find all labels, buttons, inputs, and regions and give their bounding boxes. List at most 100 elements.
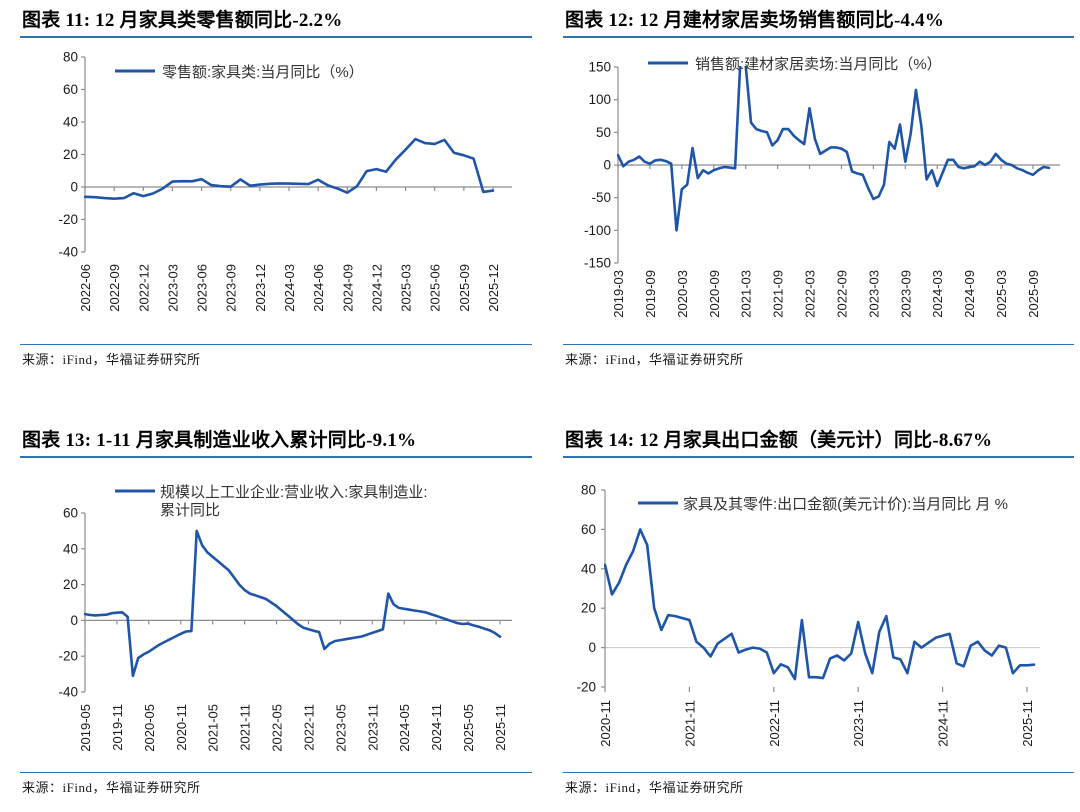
y-tick-label: 50	[596, 125, 611, 140]
y-tick-label: -20	[58, 649, 78, 664]
legend-label: 规模以上工业企业:营业收入:家具制造业:	[160, 483, 428, 501]
x-tick-label: 2021-05	[206, 704, 221, 752]
y-tick-label: -20	[576, 680, 596, 695]
chart-14-source-note: 来源：iFind，华福证券研究所	[563, 772, 1074, 796]
legend-label: 销售额:建材家居卖场:当月同比（%）	[695, 56, 942, 73]
x-tick-label: 2025-09	[1026, 270, 1041, 318]
y-tick-label: -50	[591, 190, 611, 205]
x-tick-label: 2021-09	[771, 270, 786, 318]
x-tick-label: 2019-11	[110, 704, 125, 751]
y-tick-label: 20	[581, 601, 596, 616]
x-tick-label: 2025-03	[399, 264, 414, 312]
x-tick-label: 2019-09	[643, 270, 658, 318]
source-text: 来源：iFind，华福证券研究所	[22, 352, 201, 367]
x-tick-label: 2023-09	[898, 270, 913, 318]
x-tick-label: 2020-11	[174, 704, 189, 751]
x-tick-label: 2024-11	[936, 700, 951, 747]
y-tick-label: 60	[581, 522, 596, 537]
x-tick-label: 2021-11	[682, 700, 697, 747]
x-tick-label: 2022-03	[803, 270, 818, 318]
y-tick-label: 80	[63, 50, 78, 65]
x-tick-label: 2019-03	[611, 270, 626, 318]
source-text: 来源：iFind，华福证券研究所	[565, 780, 744, 795]
legend: 规模以上工业企业:营业收入:家具制造业:累计同比	[115, 483, 428, 519]
x-tick-labels: 2019-05 2019-11 2020-05 2020-11 2021-05 2021-…	[78, 704, 508, 752]
x-tick-label: 2020-03	[675, 270, 690, 318]
legend-label: 累计同比	[160, 502, 220, 519]
x-tick-label: 2022-11	[767, 700, 782, 747]
y-tick-label: 40	[63, 115, 78, 130]
y-tick-label: -100	[584, 223, 611, 238]
chart-13-source-note: 来源：iFind，华福证券研究所	[20, 772, 532, 796]
x-axis	[617, 164, 1060, 169]
legend: 销售额:建材家居卖场:当月同比（%）	[648, 56, 942, 73]
x-tick-label: 2025-03	[994, 270, 1009, 318]
legend-label: 零售额:家具类:当月同比（%）	[162, 64, 364, 81]
x-tick-label: 2023-12	[253, 264, 268, 312]
y-tick-label: 0	[603, 158, 611, 173]
x-tick-label: 2025-11	[1020, 700, 1035, 747]
x-tick-label: 2024-11	[429, 704, 444, 751]
source-text: 来源：iFind，华福证券研究所	[565, 352, 744, 367]
chart-13-title: 图表 13: 1-11 月家具制造业收入累计同比-9.1%	[20, 428, 532, 458]
y-tick-label: 100	[588, 92, 611, 107]
x-tick-labels: 2019-03 2019-09 2020-03 2020-09 2021-03 2021-…	[611, 270, 1041, 318]
panel-chart-14: 图表 14: 12 月家具出口金额（美元计）同比-8.67% 80 60 40 20 0…	[563, 428, 1074, 796]
x-tick-labels: 2022-06 2022-09 2022-12 2023-03 2023-06 2023-…	[78, 264, 501, 312]
x-tick-label: 2025-06	[428, 264, 443, 312]
x-tick-label: 2024-09	[340, 264, 355, 312]
x-tick-label: 2023-11	[365, 704, 380, 751]
x-tick-label: 2025-11	[493, 704, 508, 751]
x-tick-label: 2025-12	[486, 264, 501, 312]
y-axis: 60 40 20 0 -20 -40	[58, 506, 86, 700]
y-tick-label: 0	[588, 640, 596, 655]
legend: 零售额:家具类:当月同比（%）	[115, 64, 364, 81]
y-axis: 150 100 50 0 -50 -100 -150	[584, 60, 619, 271]
y-tick-label: -150	[584, 256, 611, 271]
x-tick-label: 2020-11	[598, 700, 613, 747]
legend-label: 家具及其零件:出口金额(美元计价):当月同比 月 %	[683, 496, 1008, 513]
x-tick-label: 2019-05	[78, 704, 93, 752]
series-line	[604, 528, 1036, 681]
x-tick-label: 2023-11	[851, 700, 866, 747]
y-tick-label: 20	[63, 577, 78, 592]
x-tick-label: 2024-12	[369, 264, 384, 312]
x-tick-label: 2024-03	[930, 270, 945, 318]
x-tick-label: 2024-03	[282, 264, 297, 312]
x-tick-label: 2024-06	[311, 264, 326, 312]
y-axis: 80 60 40 20 0 -20 -40	[58, 50, 86, 260]
y-tick-label: -20	[58, 212, 78, 227]
series-line	[617, 66, 1051, 232]
x-axis	[84, 619, 512, 625]
y-tick-label: 150	[588, 60, 611, 75]
y-tick-label: 80	[581, 483, 596, 498]
y-tick-label: -40	[58, 685, 78, 700]
x-tick-label: 2024-05	[397, 704, 412, 752]
chart-12-title: 图表 12: 12 月建材家居卖场销售额同比-4.4%	[563, 8, 1074, 38]
chart-14-title: 图表 14: 12 月家具出口金额（美元计）同比-8.67%	[563, 428, 1074, 458]
y-tick-label: 0	[70, 613, 78, 628]
x-tick-label: 2023-05	[333, 704, 348, 752]
x-tick-label: 2022-05	[270, 704, 285, 752]
x-tick-label: 2021-11	[238, 704, 253, 751]
y-axis: 80 60 40 20 0 -20	[576, 483, 606, 695]
x-tick-label: 2022-09	[107, 264, 122, 312]
chart-11-source-note: 来源：iFind，华福证券研究所	[20, 344, 532, 368]
y-tick-label: 40	[581, 561, 596, 576]
x-tick-label: 2022-11	[301, 704, 316, 751]
x-tick-label: 2025-09	[457, 264, 472, 312]
x-tick-label: 2024-09	[962, 270, 977, 318]
x-tick-label: 2023-06	[195, 264, 210, 312]
legend: 家具及其零件:出口金额(美元计价):当月同比 月 %	[638, 496, 1008, 513]
chart-11-title: 图表 11: 12 月家具类零售额同比-2.2%	[20, 8, 532, 38]
y-tick-label: 20	[63, 147, 78, 162]
x-tick-label: 2021-03	[739, 270, 754, 318]
x-tick-label: 2020-05	[142, 704, 157, 752]
panel-chart-11: 图表 11: 12 月家具类零售额同比-2.2% 80 60 40 20 0 -20 -40…	[20, 8, 532, 368]
y-tick-label: 60	[63, 506, 78, 521]
